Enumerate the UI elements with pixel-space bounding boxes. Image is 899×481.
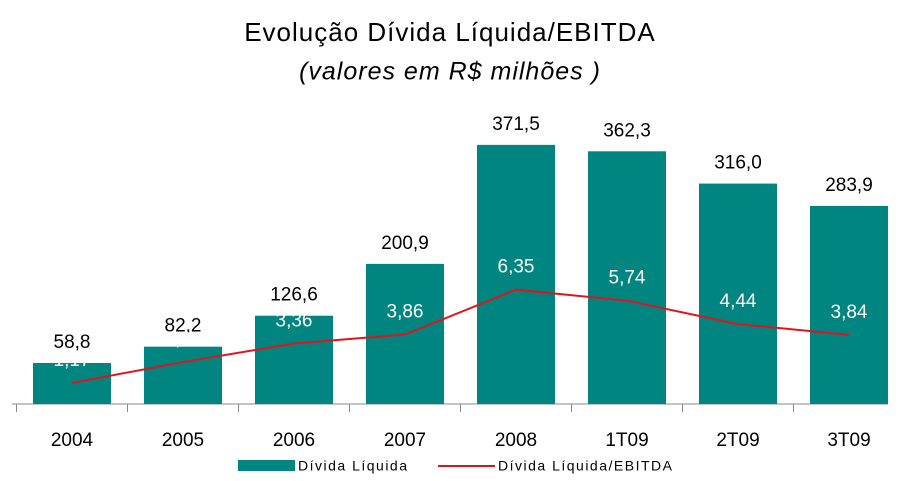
x-tick-label: 3T09: [827, 430, 870, 451]
line-value-label: 2,33: [165, 329, 202, 350]
bar-value-label: 371,5: [492, 114, 540, 135]
line-value-label: 3,86: [387, 302, 424, 323]
bar-value-label: 362,3: [603, 120, 651, 141]
legend-swatch: [238, 460, 295, 471]
line-value-label: 5,74: [609, 268, 646, 289]
line-value-label: 4,44: [720, 291, 757, 312]
line-value-label: 1,17: [54, 350, 91, 371]
chart-subtitle: (valores em R$ milhões ): [299, 58, 601, 86]
x-tick-label: 2005: [162, 430, 204, 451]
line-value-label: 3,84: [831, 302, 868, 323]
x-tick-label: 2008: [495, 430, 537, 451]
bar-value-label: 316,0: [714, 153, 762, 174]
legend-label: Dívida Líquida/EBITDA: [498, 458, 673, 474]
bar-value-label: 82,2: [165, 316, 202, 337]
line-value-label: 3,36: [276, 311, 313, 332]
bar: [477, 144, 555, 404]
bar-value-label: 58,8: [54, 332, 91, 353]
bar-value-label: 283,9: [825, 175, 873, 196]
bar-value-label: 126,6: [270, 285, 318, 306]
bar: [699, 183, 777, 404]
line-value-label: 6,35: [498, 257, 535, 278]
bar: [144, 346, 222, 404]
x-tick-label: 2007: [384, 430, 426, 451]
bar-value-label: 200,9: [381, 233, 429, 254]
x-tick-label: 2T09: [716, 430, 759, 451]
x-tick-label: 1T09: [605, 430, 648, 451]
bar: [33, 362, 111, 404]
bar: [588, 151, 666, 404]
line: [71, 288, 850, 384]
bar: [255, 315, 333, 404]
x-tick-label: 2004: [51, 430, 94, 451]
bar: [810, 205, 888, 404]
legend-label: Dívida Líquida: [298, 458, 409, 474]
chart-title: Evolução Dívida Líquida/EBITDA: [244, 17, 656, 47]
x-tick-label: 2006: [273, 430, 315, 451]
